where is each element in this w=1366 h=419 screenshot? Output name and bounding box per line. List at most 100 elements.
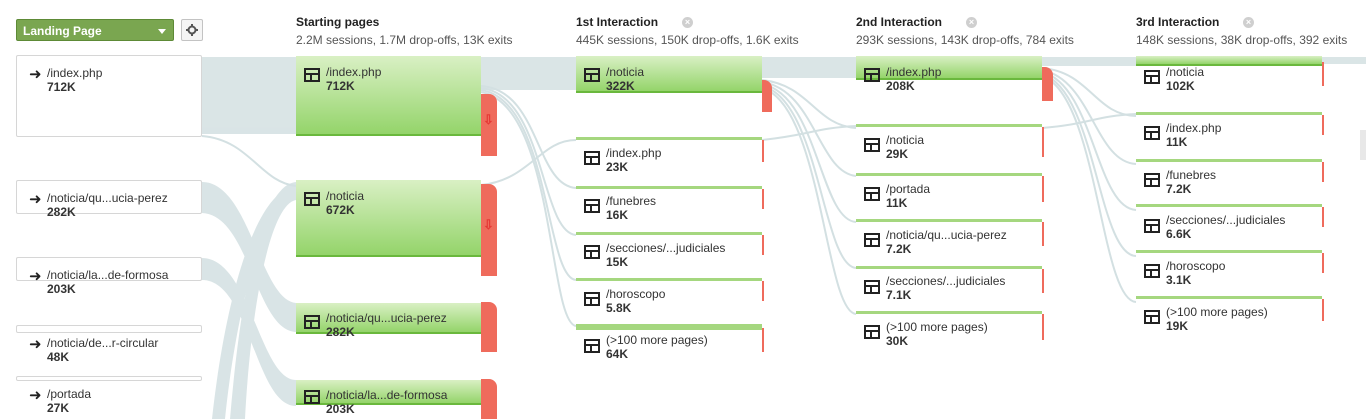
page-node-bar[interactable] <box>1136 159 1322 162</box>
landing-node-value: 27K <box>47 401 70 415</box>
page-node-name: /portada <box>886 182 931 196</box>
drop-off-indicator[interactable] <box>1322 62 1324 86</box>
page-node-bar[interactable] <box>1136 204 1322 207</box>
page-node-bar[interactable] <box>1136 112 1322 115</box>
page-node-value: 7.2K <box>886 242 912 256</box>
drop-off-indicator[interactable] <box>1042 176 1044 202</box>
landing-node-name: /noticia/de...r-circular <box>47 336 159 350</box>
page-node[interactable]: /index.php 712K <box>296 56 481 136</box>
landing-node[interactable]: ➜ /noticia/qu...ucia-perez 282K <box>16 180 202 219</box>
landing-node[interactable]: ➜ /index.php 712K <box>16 55 202 137</box>
landing-node-value: 203K <box>47 282 76 296</box>
page-icon <box>1144 264 1160 278</box>
drop-off-indicator[interactable] <box>762 328 764 352</box>
landing-node[interactable]: ➜ /noticia/la...de-formosa 203K <box>16 257 202 296</box>
drop-off-indicator[interactable] <box>1322 115 1324 135</box>
drop-off-indicator[interactable] <box>762 281 764 301</box>
column-title-interaction-2: 2nd Interaction <box>856 15 943 29</box>
entry-arrow-icon: ➜ <box>29 268 42 285</box>
drop-off-indicator[interactable] <box>481 302 497 352</box>
page-node-name: /funebres <box>1166 168 1217 182</box>
page-node-value: 102K <box>1166 79 1195 93</box>
page-node-bar[interactable] <box>576 324 762 330</box>
drop-off-indicator[interactable] <box>1322 162 1324 182</box>
page-node-value: 23K <box>606 160 629 174</box>
page-node-value: 712K <box>326 79 355 93</box>
column-summary-interaction-2: 293K sessions, 143K drop-offs, 784 exits <box>856 33 1074 47</box>
drop-off-arrow-icon: ⇩ <box>483 112 494 127</box>
chevron-down-icon <box>158 29 166 34</box>
page-node-value: 29K <box>886 147 909 161</box>
entry-arrow-icon: ➜ <box>29 191 42 208</box>
landing-node[interactable]: ➜ /noticia/de...r-circular 48K <box>16 325 202 364</box>
page-node-bar[interactable] <box>856 173 1042 176</box>
drop-off-indicator[interactable] <box>481 184 497 276</box>
dimension-dropdown[interactable]: Landing Page <box>16 19 174 41</box>
page-node[interactable]: /noticia 322K <box>576 56 762 93</box>
drop-off-indicator[interactable] <box>481 94 497 156</box>
page-node-name: /secciones/...judiciales <box>886 274 1006 288</box>
page-node-bar[interactable] <box>856 311 1042 314</box>
page-node-bar[interactable] <box>856 266 1042 269</box>
drop-off-indicator[interactable] <box>1042 314 1044 340</box>
drop-off-indicator[interactable] <box>1042 222 1044 246</box>
page-icon <box>1144 70 1160 84</box>
page-node-bar[interactable] <box>856 219 1042 222</box>
page-node-value: 282K <box>326 325 355 339</box>
page-node-bar[interactable] <box>1136 296 1322 299</box>
page-icon <box>584 68 600 82</box>
page-icon <box>584 199 600 213</box>
drop-off-indicator[interactable] <box>481 379 497 419</box>
page-node-value: 11K <box>886 196 908 210</box>
page-node-bar[interactable] <box>576 186 762 189</box>
page-node-bar[interactable] <box>576 278 762 281</box>
page-icon <box>584 151 600 165</box>
page-icon <box>864 187 880 201</box>
landing-node[interactable]: ➜ /portada 27K <box>16 376 202 415</box>
page-node[interactable]: /noticia/qu...ucia-perez 282K <box>296 303 481 339</box>
close-column-3-button[interactable]: × <box>1243 17 1254 28</box>
column-summary-interaction-1: 445K sessions, 150K drop-offs, 1.6K exit… <box>576 33 799 47</box>
drop-off-indicator[interactable] <box>1322 207 1324 227</box>
drop-off-indicator[interactable] <box>1322 253 1324 273</box>
drop-off-indicator[interactable] <box>762 80 772 112</box>
drop-off-indicator[interactable] <box>762 235 764 255</box>
drop-off-indicator[interactable] <box>1322 299 1324 321</box>
page-node[interactable]: /noticia/la...de-formosa 203K <box>296 380 481 416</box>
page-node-name: /horoscopo <box>606 287 666 301</box>
page-node-name: /secciones/...judiciales <box>1166 213 1286 227</box>
page-node[interactable] <box>1136 56 1322 66</box>
column-title-interaction-3: 3rd Interaction <box>1136 15 1220 29</box>
page-node-bar[interactable] <box>856 124 1042 127</box>
page-icon <box>584 245 600 259</box>
page-node-name: /horoscopo <box>1166 259 1226 273</box>
page-node-name: /noticia <box>326 189 365 203</box>
page-node-bar[interactable] <box>576 137 762 140</box>
page-node-value: 19K <box>1166 319 1189 333</box>
close-column-2-button[interactable]: × <box>966 17 977 28</box>
page-node-bar[interactable] <box>1136 250 1322 253</box>
page-node-value: 672K <box>326 203 355 217</box>
page-node-value: 208K <box>886 79 915 93</box>
horizontal-scroll-hint[interactable] <box>1360 130 1366 160</box>
page-node-bar[interactable] <box>576 232 762 235</box>
page-node[interactable]: /index.php 208K <box>856 56 1042 93</box>
page-node-name: /secciones/...judiciales <box>606 241 726 255</box>
page-node-value: 30K <box>886 334 909 348</box>
column-title-interaction-1: 1st Interaction <box>576 15 659 29</box>
drop-off-indicator[interactable] <box>1042 269 1044 293</box>
page-icon <box>864 68 880 82</box>
page-node[interactable]: /noticia 672K <box>296 180 481 257</box>
drop-off-indicator[interactable] <box>762 140 764 162</box>
page-icon <box>304 68 320 82</box>
settings-button[interactable] <box>181 19 203 41</box>
drop-off-indicator[interactable] <box>762 189 764 209</box>
drop-off-indicator[interactable] <box>1042 67 1053 101</box>
page-icon <box>864 138 880 152</box>
drop-off-indicator[interactable] <box>1042 127 1044 157</box>
close-column-1-button[interactable]: × <box>682 17 693 28</box>
page-icon <box>1144 219 1160 233</box>
gear-icon <box>186 24 198 36</box>
page-node-value: 5.8K <box>606 301 632 315</box>
column-summary-starting-pages: 2.2M sessions, 1.7M drop-offs, 13K exits <box>296 33 513 47</box>
